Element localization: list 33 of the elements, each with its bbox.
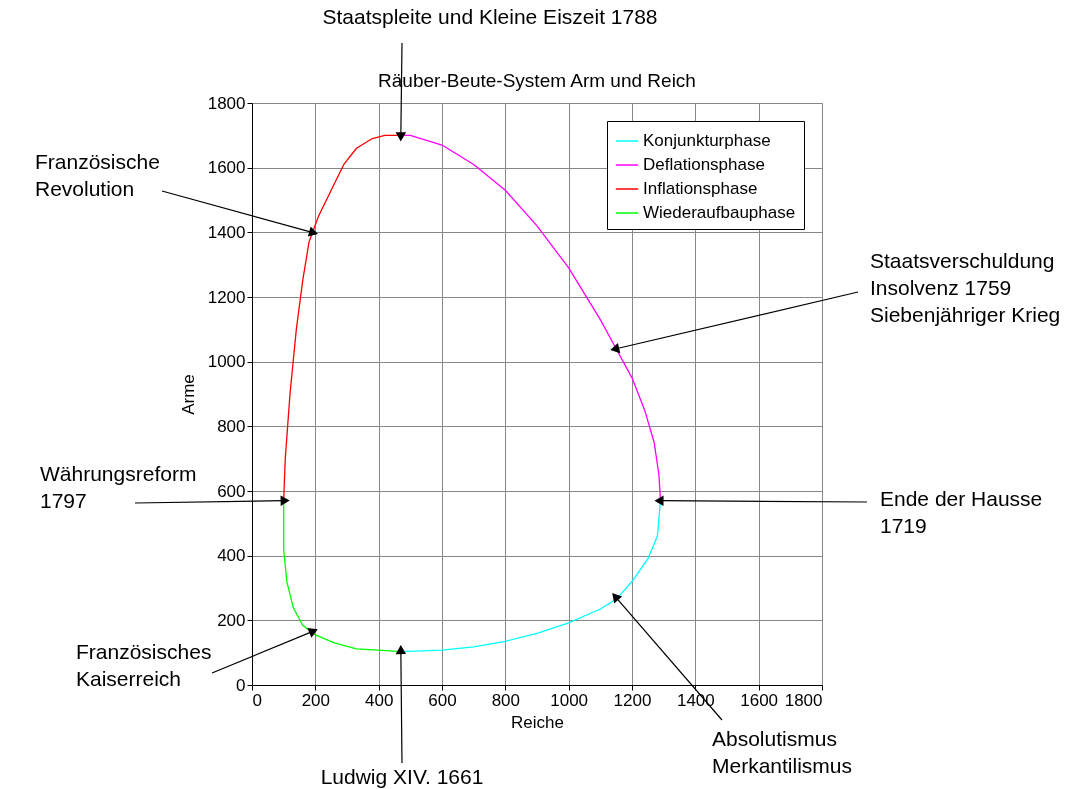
legend-label: Inflationsphase (643, 179, 758, 198)
y-tick-label: 1000 (207, 352, 246, 372)
annotation: Staatspleite und Kleine Eiszeit 1788 (322, 5, 658, 28)
x-tick-label: 1200 (613, 690, 652, 710)
y-tick-label: 1600 (207, 158, 246, 178)
legend-label: Deflationsphase (643, 155, 765, 174)
x-tick-label: 1000 (550, 690, 589, 710)
annotation: Staatsverschuldung Insolvenz 1759 Siebenjähriger Krieg (870, 249, 1061, 326)
x-tick-label: 1800 (784, 690, 823, 710)
x-axis-title: Reiche (511, 712, 564, 732)
x-tick-label: 0 (252, 690, 262, 710)
y-tick-label: 0 (236, 675, 246, 695)
legend-label: Konjunkturphase (643, 131, 771, 150)
y-tick-label: 200 (217, 610, 246, 630)
x-tick-label: 400 (364, 690, 394, 710)
x-tick-label: 1600 (740, 690, 779, 710)
y-tick-label: 1200 (207, 287, 246, 307)
y-tick-label: 600 (217, 481, 246, 501)
x-tick-label: 600 (428, 690, 457, 710)
x-tick-label: 200 (301, 690, 331, 710)
annotation: Ende der Hausse 1719 (880, 487, 1043, 537)
x-tick-label: 800 (491, 690, 521, 710)
annotation: Französische Revolution (35, 150, 160, 200)
annotation: Französisches Kaiserreich (76, 640, 212, 690)
legend-label: Wiederaufbauphase (643, 203, 796, 222)
y-tick-label: 800 (217, 416, 246, 436)
y-tick-label: 1400 (207, 222, 246, 242)
y-tick-label: 1800 (207, 93, 246, 113)
annotation: Währungsreform 1797 (40, 462, 197, 512)
y-axis-title: Arme (178, 374, 198, 415)
annotation: Ludwig XIV. 1661 (320, 765, 484, 788)
annotation: Absolutismus Merkantilismus (712, 727, 853, 777)
y-tick-label: 400 (217, 546, 246, 566)
